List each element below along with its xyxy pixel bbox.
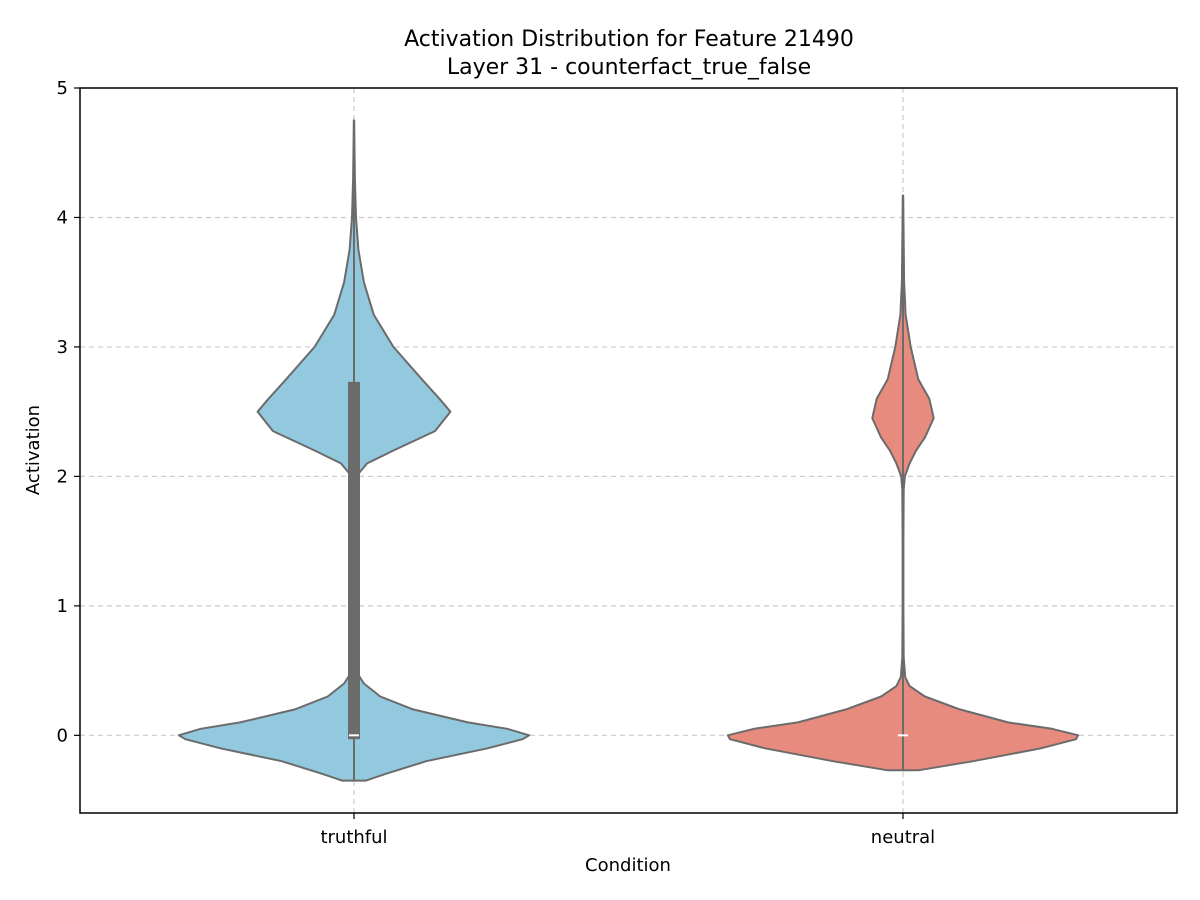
y-tick-label: 0 [57, 725, 68, 746]
box-layer [348, 120, 908, 781]
x-tick-layer: truthful neutral [320, 813, 935, 848]
y-tick-label: 1 [57, 596, 68, 617]
x-tick-label: neutral [871, 827, 935, 848]
y-tick-label: 2 [57, 466, 68, 487]
y-tick-layer: 0 1 2 3 4 5 [57, 78, 80, 746]
y-tick-label: 5 [57, 78, 68, 99]
plot-frame [79, 87, 1178, 814]
x-axis-label: Condition [585, 855, 671, 876]
y-tick-label: 4 [57, 207, 68, 228]
violin-layer [177, 119, 1080, 782]
y-axis-label: Activation [23, 405, 44, 495]
y-tick-label: 3 [57, 337, 68, 358]
grid-layer [80, 87, 1177, 813]
x-tick-label: truthful [320, 827, 387, 848]
chart-subtitle: Layer 31 - counterfact_true_false [447, 55, 811, 80]
iqr-box-truthful [348, 381, 360, 740]
chart-title: Activation Distribution for Feature 2149… [404, 27, 854, 52]
